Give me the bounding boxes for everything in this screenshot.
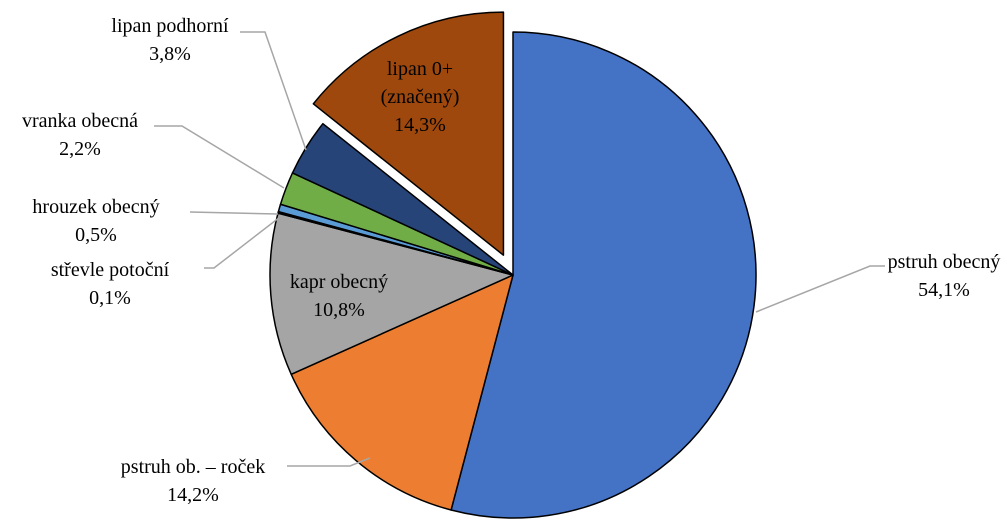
leader-pstruh [755,265,885,313]
slice-label-pstruh: pstruh obecný [888,251,1001,273]
pie-slice-pstruh-obecny [450,31,757,519]
leader-rocek [287,457,371,467]
pie-slices [269,11,757,519]
slice-value-strevle: 0,1% [89,287,131,309]
leader-hrouzek [189,211,279,215]
pie-slice-lipan-podhorni [291,122,514,276]
leader-lipan-podhorni [240,31,307,151]
slice-label-hrouzek: hrouzek obecný [32,196,159,218]
slice-value-vranka: 2,2% [59,138,101,160]
slice-value-lipan-podhorni: 3,8% [149,43,191,65]
slice-label-rocek: pstruh ob. – roček [121,456,265,478]
slice-value-lipan0: 14,3% [394,114,446,136]
slice-label-strevle: střevle potoční [51,259,170,281]
slice-label-lipan0-line1: lipan 0+ [387,58,453,80]
slice-value-kapr: 10,8% [313,299,365,321]
leader-lines [154,31,885,467]
slice-value-rocek: 14,2% [167,484,219,506]
slice-label-lipan0-line2: (značený) [381,86,460,108]
pie-slice-lipan-0-znaceny [312,11,505,256]
slice-value-pstruh: 54,1% [918,279,970,301]
slice-label-lipan-podhorni: lipan podhorní [111,15,229,37]
slice-value-hrouzek: 0,5% [75,224,117,246]
leader-vranka [154,125,285,189]
slice-label-vranka: vranka obecná [22,110,138,132]
pie-slice-kapr-obecny [269,212,514,376]
leader-strevle [204,216,281,269]
pie-slice-pstruh-rocek [290,274,514,511]
slice-label-kapr: kapr obecný [290,271,388,293]
